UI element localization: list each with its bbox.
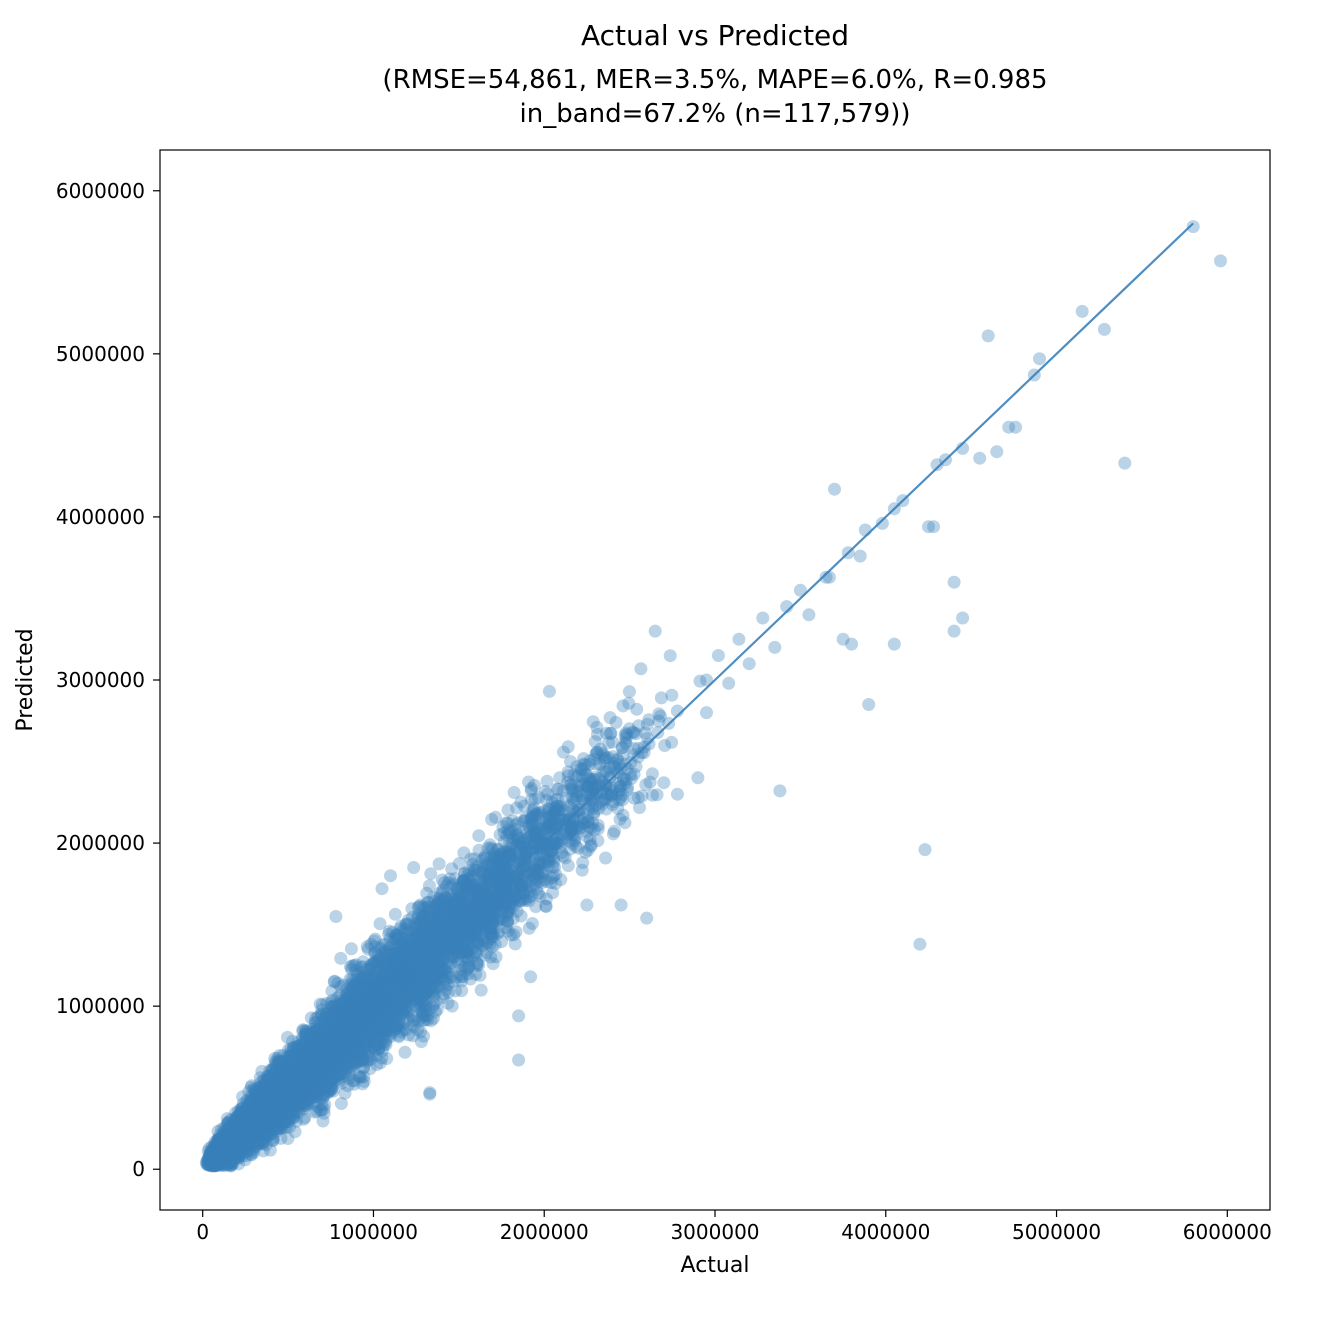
x-tick-label: 4000000 xyxy=(841,1220,930,1244)
x-tick-label: 0 xyxy=(196,1220,209,1244)
x-tick-label: 3000000 xyxy=(670,1220,759,1244)
scatter-points xyxy=(200,220,1227,1172)
y-tick-label: 1000000 xyxy=(56,994,145,1018)
scatter-chart: Actual vs Predicted (RMSE=54,861, MER=3.5… xyxy=(0,0,1324,1319)
data-point xyxy=(251,1136,264,1149)
data-point xyxy=(245,1148,258,1161)
x-tick-label: 5000000 xyxy=(1012,1220,1101,1244)
y-tick-label: 0 xyxy=(132,1157,145,1181)
data-point xyxy=(267,1132,280,1145)
data-point xyxy=(239,1135,252,1148)
y-tick-label: 4000000 xyxy=(56,505,145,529)
chart-container: Actual vs Predicted (RMSE=54,861, MER=3.5… xyxy=(0,0,1324,1319)
data-point xyxy=(214,1133,227,1146)
x-axis-label: Actual xyxy=(681,1253,750,1278)
x-tick-label: 2000000 xyxy=(500,1220,589,1244)
chart-title: Actual vs Predicted xyxy=(581,19,849,52)
y-tick-label: 2000000 xyxy=(56,831,145,855)
x-tick-label: 1000000 xyxy=(329,1220,418,1244)
y-tick-label: 6000000 xyxy=(56,179,145,203)
plot-area xyxy=(200,220,1227,1172)
y-axis-label: Predicted xyxy=(13,628,38,731)
chart-subtitle-2: in_band=67.2% (n=117,579)) xyxy=(520,99,911,129)
y-tick-label: 5000000 xyxy=(56,342,145,366)
y-tick-label: 3000000 xyxy=(56,668,145,692)
chart-subtitle-1: (RMSE=54,861, MER=3.5%, MAPE=6.0%, R=0.9… xyxy=(382,65,1047,95)
x-tick-label: 6000000 xyxy=(1183,1220,1272,1244)
